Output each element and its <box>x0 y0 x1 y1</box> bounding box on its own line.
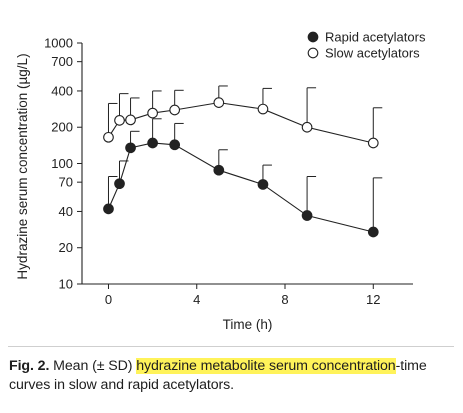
data-point <box>114 115 125 126</box>
legend-marker <box>307 31 319 43</box>
series-slow-acetylators <box>103 85 383 149</box>
data-point <box>125 142 136 154</box>
data-point <box>147 137 158 149</box>
y-tick-label: 1000 <box>44 36 73 51</box>
caption-label: Fig. 2. <box>9 358 50 374</box>
data-point <box>114 178 125 190</box>
y-tick-label: 40 <box>59 204 73 219</box>
data-point <box>169 104 181 116</box>
data-point <box>257 103 269 115</box>
y-tick-label: 400 <box>51 83 73 98</box>
data-point <box>169 139 181 151</box>
x-axis-title: Time (h) <box>223 317 273 332</box>
axes: 10 20 40 70 100 200 400 700 1000 0 4 8 12 Time (h) Hyd… <box>15 36 413 332</box>
caption-text-after: -time curves in slow and rapid acetylato… <box>9 358 427 393</box>
y-tick-label: 100 <box>51 156 73 171</box>
caption-highlight: hydrazine metabolite serum concentration <box>136 358 396 374</box>
series-line <box>108 102 374 144</box>
y-tick-label: 20 <box>59 240 73 255</box>
y-axis-title: Hydrazine serum concentration (µg/L) <box>15 53 30 279</box>
series-rapid-acetylators <box>103 118 383 238</box>
data-point <box>125 114 136 126</box>
data-point <box>367 137 379 149</box>
series-line <box>107 142 374 233</box>
data-point <box>147 107 158 119</box>
legend-label: Rapid acetylators <box>325 30 426 45</box>
data-point <box>213 97 225 108</box>
data-point <box>301 210 313 221</box>
data-point <box>103 203 114 215</box>
y-tick-label: 700 <box>51 54 73 69</box>
data-point <box>257 179 269 190</box>
data-point <box>367 226 379 238</box>
figure-caption: Fig. 2. Mean (± SD) hydrazine metabolite… <box>9 357 457 395</box>
x-tick-label: 4 <box>193 292 200 307</box>
chart: 10 20 40 70 100 200 400 700 1000 0 4 8 12 Time (h) Hyd… <box>15 30 426 333</box>
data-point <box>103 131 114 143</box>
data-point <box>213 164 225 176</box>
y-tick-label: 10 <box>59 277 73 292</box>
y-tick-label: 70 <box>59 175 73 190</box>
y-tick-label: 200 <box>51 120 73 135</box>
caption-text-before: Mean (± SD) <box>49 358 137 374</box>
x-tick-label: 8 <box>281 292 288 307</box>
x-tick-label: 12 <box>366 292 380 307</box>
x-tick-label: 0 <box>105 292 112 307</box>
series-layer <box>103 85 383 238</box>
legend-label: Slow acetylators <box>325 46 420 61</box>
data-point <box>301 121 313 133</box>
caption-divider <box>8 346 454 347</box>
legend-marker <box>307 47 319 59</box>
